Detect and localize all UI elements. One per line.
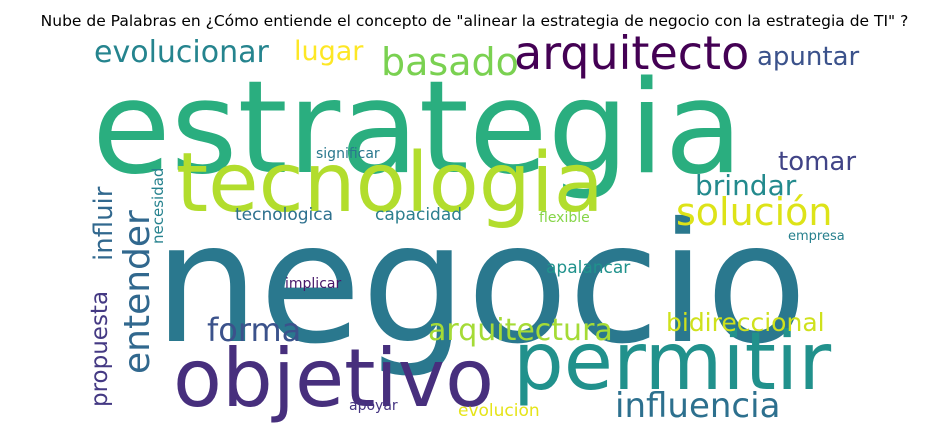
word-necesidad: necesidad	[149, 167, 167, 244]
word-bidireccional: bidireccional	[666, 308, 825, 337]
word-apalancar: apalancar	[546, 258, 631, 278]
word-evolucionar: evolucionar	[94, 35, 269, 70]
word-evolucion: evolucion	[458, 401, 540, 421]
word-influencia: influencia	[615, 386, 781, 426]
word-objetivo: objetivo	[173, 332, 495, 425]
word-solucion: solución	[676, 190, 833, 234]
word-apoyar: apoyar	[349, 398, 398, 414]
word-permitir: permitir	[513, 315, 832, 408]
word-cloud: estrategia negocio tecnologia objetivo p…	[77, 34, 869, 430]
word-tecnologia: tecnologia	[176, 136, 604, 231]
word-tomar: tomar	[778, 147, 857, 177]
word-empresa: empresa	[788, 229, 845, 244]
word-propuesta: propuesta	[87, 290, 113, 407]
word-influir: influir	[89, 186, 119, 261]
word-forma: forma	[207, 311, 302, 349]
word-estrategia: estrategia	[92, 54, 743, 203]
word-tecnologica: tecnologica	[235, 205, 334, 225]
word-lugar: lugar	[294, 36, 364, 67]
word-arquitecto: arquitecto	[514, 34, 750, 80]
word-implicar: implicar	[285, 276, 342, 292]
word-capacidad: capacidad	[375, 205, 463, 225]
word-negocio: negocio	[154, 188, 808, 381]
word-brindar: brindar	[695, 169, 797, 202]
word-significar: significar	[316, 146, 380, 162]
word-basado: basado	[381, 40, 519, 84]
chart-title: Nube de Palabras en ¿Cómo entiende el co…	[40, 12, 909, 30]
word-flexible: flexible	[539, 210, 590, 226]
word-arquitectura: arquitectura	[428, 313, 613, 348]
word-apuntar: apuntar	[757, 42, 860, 72]
